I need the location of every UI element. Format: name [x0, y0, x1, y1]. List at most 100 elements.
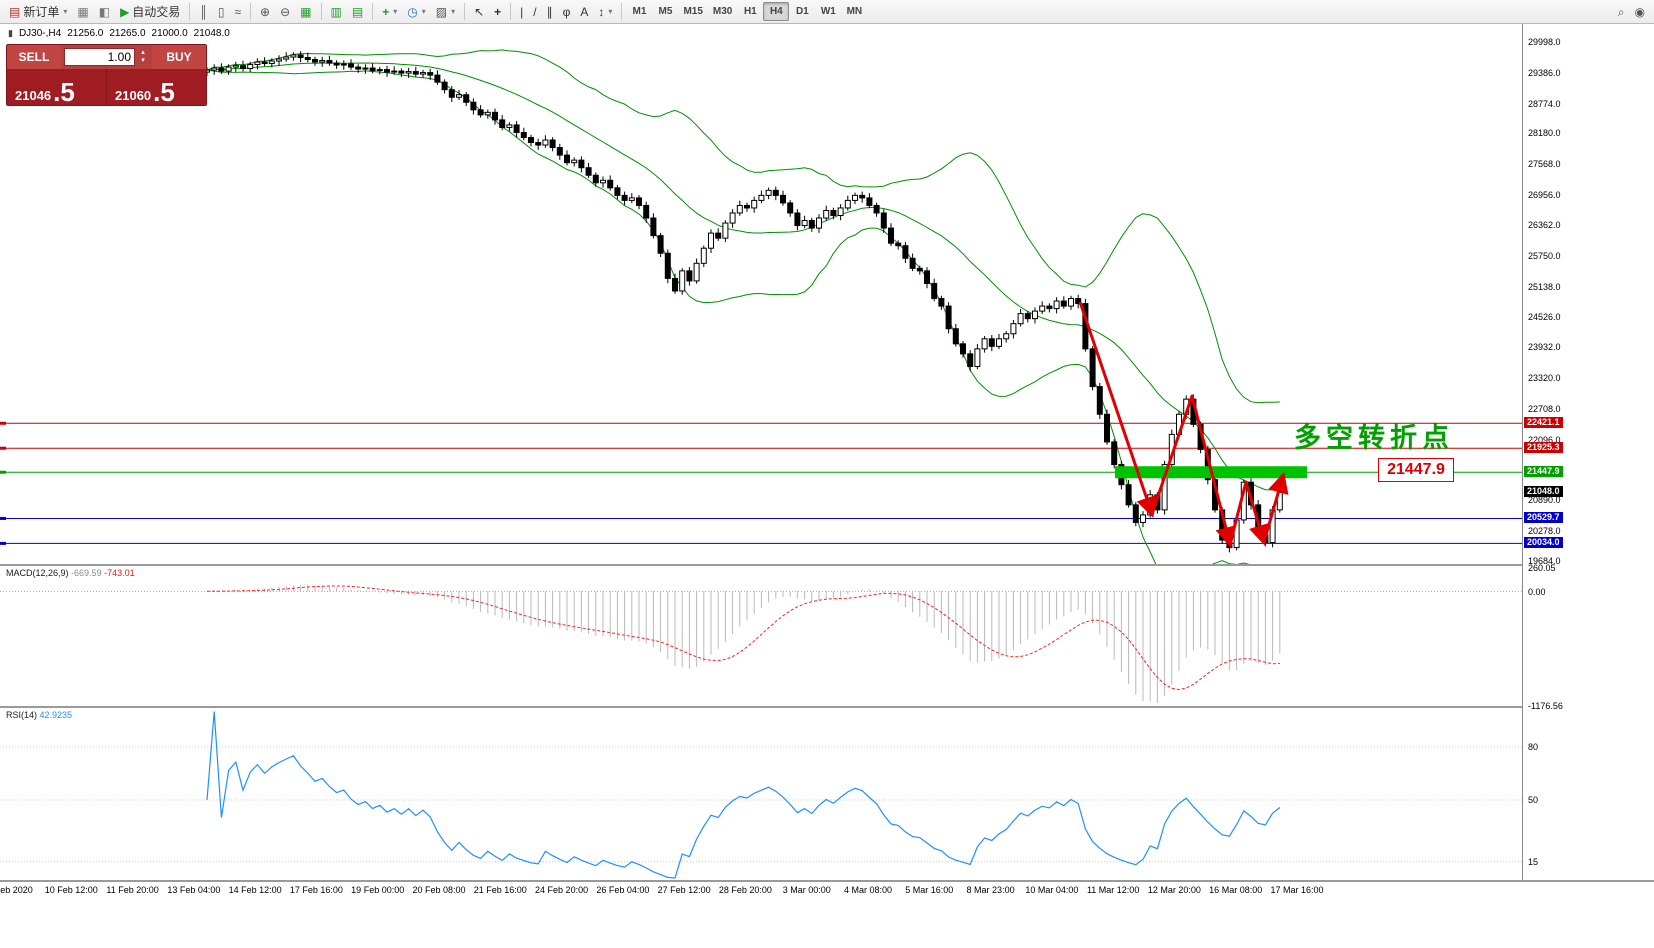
chart-high: 21265.0 — [109, 28, 146, 39]
cursor-icon: ↖ — [474, 4, 485, 19]
arrange-windows-button[interactable]: ▤ — [347, 2, 368, 22]
channel-button[interactable]: ∥ — [542, 2, 558, 22]
zoom-in-icon: ⊕ — [260, 4, 271, 19]
new-order-button[interactable]: ▤ 新订单 ▾ — [9, 4, 68, 19]
search-button[interactable]: ⌕ — [1613, 2, 1630, 22]
timeframe-m30[interactable]: M30 — [712, 6, 733, 17]
zoom-out-button[interactable]: ⊖ — [275, 2, 295, 22]
bar-chart-icon: ║ — [199, 4, 208, 19]
macd-canvas[interactable] — [0, 566, 1522, 706]
add-chart-button[interactable]: + ▾ — [377, 2, 402, 22]
line-chart-button[interactable]: ≈ — [229, 2, 246, 22]
grid-button[interactable]: ▦ — [295, 2, 316, 22]
candles — [204, 51, 1283, 553]
toolbar-group: ║ ▯ ≈ — [194, 2, 246, 22]
candlestick-chart-button[interactable]: ▯ — [213, 2, 230, 22]
time-label: 10 Feb 12:00 — [44, 885, 98, 895]
panel-separator[interactable] — [0, 564, 1654, 566]
price-callout-label[interactable]: 21447.9 — [1378, 458, 1454, 482]
price-level-tag[interactable]: 20529.7 — [1524, 512, 1563, 524]
time-label: 12 Mar 20:00 — [1147, 885, 1201, 895]
timeframe-w1[interactable]: W1 — [820, 6, 836, 17]
time-axis[interactable]: 7 Feb 2020 10 Feb 12:00 11 Feb 20:00 13 Feb… — [0, 882, 1654, 900]
community-button[interactable]: ◉ — [1630, 2, 1650, 22]
time-label: 26 Feb 04:00 — [596, 885, 650, 895]
tile-windows-button[interactable]: ▥ — [326, 2, 347, 22]
template-button[interactable]: ▨ ▾ — [431, 2, 460, 22]
dropdown-caret-icon: ▾ — [63, 7, 68, 16]
timeframe-m1[interactable]: M1 — [632, 6, 647, 17]
macd-scale-label: 0.00 — [1528, 587, 1546, 598]
volume-down-button[interactable]: ▾ — [141, 57, 145, 64]
arrows-button[interactable]: ↕ ▾ — [593, 2, 617, 22]
dropdown-caret-icon: ▾ — [393, 7, 398, 16]
sell-price[interactable]: 21046.5 — [15, 77, 75, 106]
price-level-tag[interactable]: 21925.3 — [1524, 442, 1563, 454]
price-axis[interactable]: 29998.0 29386.0 28774.0 28180.0 27568.0 26956… — [1522, 24, 1654, 880]
turning-point-annotation[interactable]: 多空转折点 — [1294, 423, 1454, 453]
volume-up-button[interactable]: ▴ — [141, 49, 145, 56]
price-scale-label: 23320.0 — [1528, 373, 1561, 384]
rsi-canvas[interactable] — [0, 708, 1522, 880]
price-scale-label: 29386.0 — [1528, 67, 1561, 78]
chart-header: ▮ DJ30-,H4 21256.0 21265.0 21000.0 21048… — [8, 28, 230, 39]
vertical-line-button[interactable]: | — [515, 2, 528, 22]
buy-button[interactable]: BUY — [152, 45, 206, 69]
price-level-tag[interactable]: 22421.1 — [1524, 417, 1563, 429]
timeframe-mn[interactable]: MN — [846, 6, 863, 17]
buy-price[interactable]: 21060.5 — [106, 69, 206, 105]
toolbar-separator — [189, 3, 191, 20]
time-label: 16 Mar 08:00 — [1209, 885, 1263, 895]
add-chart-icon: + — [382, 4, 390, 19]
time-label: 19 Feb 00:00 — [351, 885, 405, 895]
crosshair-button[interactable]: + — [489, 2, 506, 22]
fibonacci-icon: φ — [562, 4, 571, 19]
text-button[interactable]: A — [575, 2, 593, 22]
chart-canvas[interactable] — [0, 24, 1522, 564]
time-label: 7 Feb 2020 — [0, 885, 33, 895]
macd-label: MACD(12,26,9) -669.59 -743.01 — [6, 568, 135, 578]
fibonacci-button[interactable]: φ — [558, 2, 576, 22]
toolbar-separator — [464, 3, 466, 20]
period-button[interactable]: ◷ ▾ — [402, 2, 431, 22]
profiles-icon-icon: ◧ — [98, 4, 111, 19]
time-label: 14 Feb 12:00 — [228, 885, 282, 895]
chart-open: 21256.0 — [67, 28, 104, 39]
crosshair-icon: + — [494, 4, 502, 19]
chart-window-icon[interactable]: ▦ — [72, 2, 93, 22]
rsi-scale-label: 15 — [1528, 856, 1539, 867]
new-order-icon: ▤ — [9, 4, 21, 19]
arrange-windows-icon: ▤ — [351, 4, 364, 19]
volume-input[interactable] — [64, 48, 135, 66]
timeframe-m15[interactable]: M15 — [683, 6, 703, 17]
timeframe-h1[interactable]: H1 — [743, 6, 757, 17]
auto-trading-button[interactable]: ▶ 自动交易 — [120, 4, 181, 19]
profiles-icon[interactable]: ◧ — [94, 2, 115, 22]
dropdown-caret-icon: ▾ — [421, 7, 426, 16]
price-level-tag[interactable]: 20034.0 — [1524, 537, 1563, 549]
trendline-button[interactable]: / — [528, 2, 541, 22]
trend-arrows[interactable] — [1078, 301, 1289, 549]
community-icon: ◉ — [1634, 4, 1645, 19]
toolbar-group: + ▾ ◷ ▾ ▨ ▾ — [377, 2, 460, 22]
toolbar-group: ⌕ ◉ — [1613, 2, 1650, 22]
toolbar-group: ↖ + — [469, 2, 506, 22]
cursor-button[interactable]: ↖ — [469, 2, 489, 22]
price-level-tag[interactable]: 21447.9 — [1524, 466, 1563, 478]
zoom-in-button[interactable]: ⊕ — [255, 2, 275, 22]
chart-window-icon-icon: ▦ — [77, 4, 89, 19]
price-scale-label: 26956.0 — [1528, 190, 1561, 201]
price-scale-label: 23932.0 — [1528, 342, 1561, 353]
panel-separator[interactable] — [0, 706, 1654, 708]
auto-trading-icon: ▶ — [120, 4, 130, 19]
one-click-trading-panel: SELL ▴ ▾ BUY 21046.5 21060.5 — [6, 44, 207, 106]
timeframe-d1[interactable]: D1 — [795, 6, 809, 17]
sell-button[interactable]: SELL — [7, 45, 61, 69]
toolbar-group: ▤ 新订单 ▾ ▦ ◧ ▶ 自动交易 — [4, 2, 185, 22]
timeframe-h4[interactable]: H4 — [763, 2, 790, 21]
timeframe-m5[interactable]: M5 — [658, 6, 673, 17]
bar-chart-button[interactable]: ║ — [194, 2, 213, 22]
candlestick-chart-icon: ▯ — [217, 4, 225, 19]
time-label: 17 Mar 16:00 — [1270, 885, 1324, 895]
time-label: 27 Feb 12:00 — [657, 885, 711, 895]
